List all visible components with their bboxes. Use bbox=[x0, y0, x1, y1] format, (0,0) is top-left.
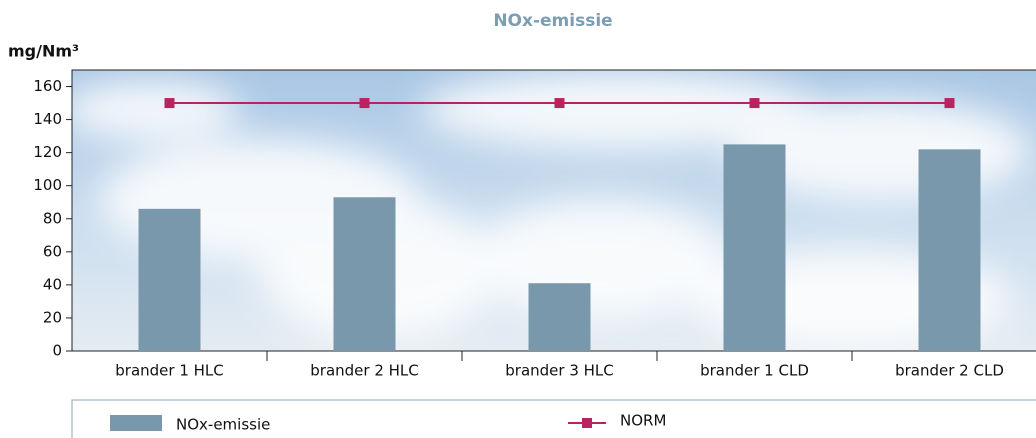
y-tick-label: 160 bbox=[33, 77, 62, 95]
x-tick-label: brander 1 CLD bbox=[700, 362, 809, 380]
marker bbox=[164, 98, 175, 109]
legend-swatch bbox=[110, 415, 162, 431]
marker bbox=[554, 98, 565, 109]
marker bbox=[749, 98, 760, 109]
bar bbox=[918, 149, 981, 351]
chart-title: NOx-emissie bbox=[493, 11, 612, 31]
x-tick-label: brander 2 CLD bbox=[895, 362, 1004, 380]
bar bbox=[138, 208, 201, 351]
y-tick-label: 60 bbox=[43, 242, 62, 260]
marker bbox=[944, 98, 955, 109]
y-tick-label: 0 bbox=[52, 342, 62, 360]
marker bbox=[359, 98, 370, 109]
legend-box bbox=[71, 399, 1036, 438]
bar bbox=[723, 144, 786, 351]
x-tick-label: brander 2 HLC bbox=[310, 362, 419, 380]
x-tick-label: brander 3 HLC bbox=[505, 362, 614, 380]
y-tick-label: 40 bbox=[43, 275, 62, 293]
legend-label: NORM bbox=[620, 412, 666, 430]
bar bbox=[333, 197, 396, 351]
y-tick-label: 80 bbox=[43, 209, 62, 227]
y-axis-label: mg/Nm³ bbox=[8, 42, 79, 61]
y-tick-label: 100 bbox=[33, 176, 62, 194]
y-tick-label: 20 bbox=[43, 308, 62, 326]
y-tick-label: 140 bbox=[33, 110, 62, 128]
y-tick-label: 120 bbox=[33, 143, 62, 161]
bar bbox=[528, 283, 591, 351]
legend-label: NOx-emissie bbox=[176, 416, 270, 434]
legend-swatch bbox=[582, 418, 592, 428]
x-tick-label: brander 1 HLC bbox=[115, 362, 224, 380]
